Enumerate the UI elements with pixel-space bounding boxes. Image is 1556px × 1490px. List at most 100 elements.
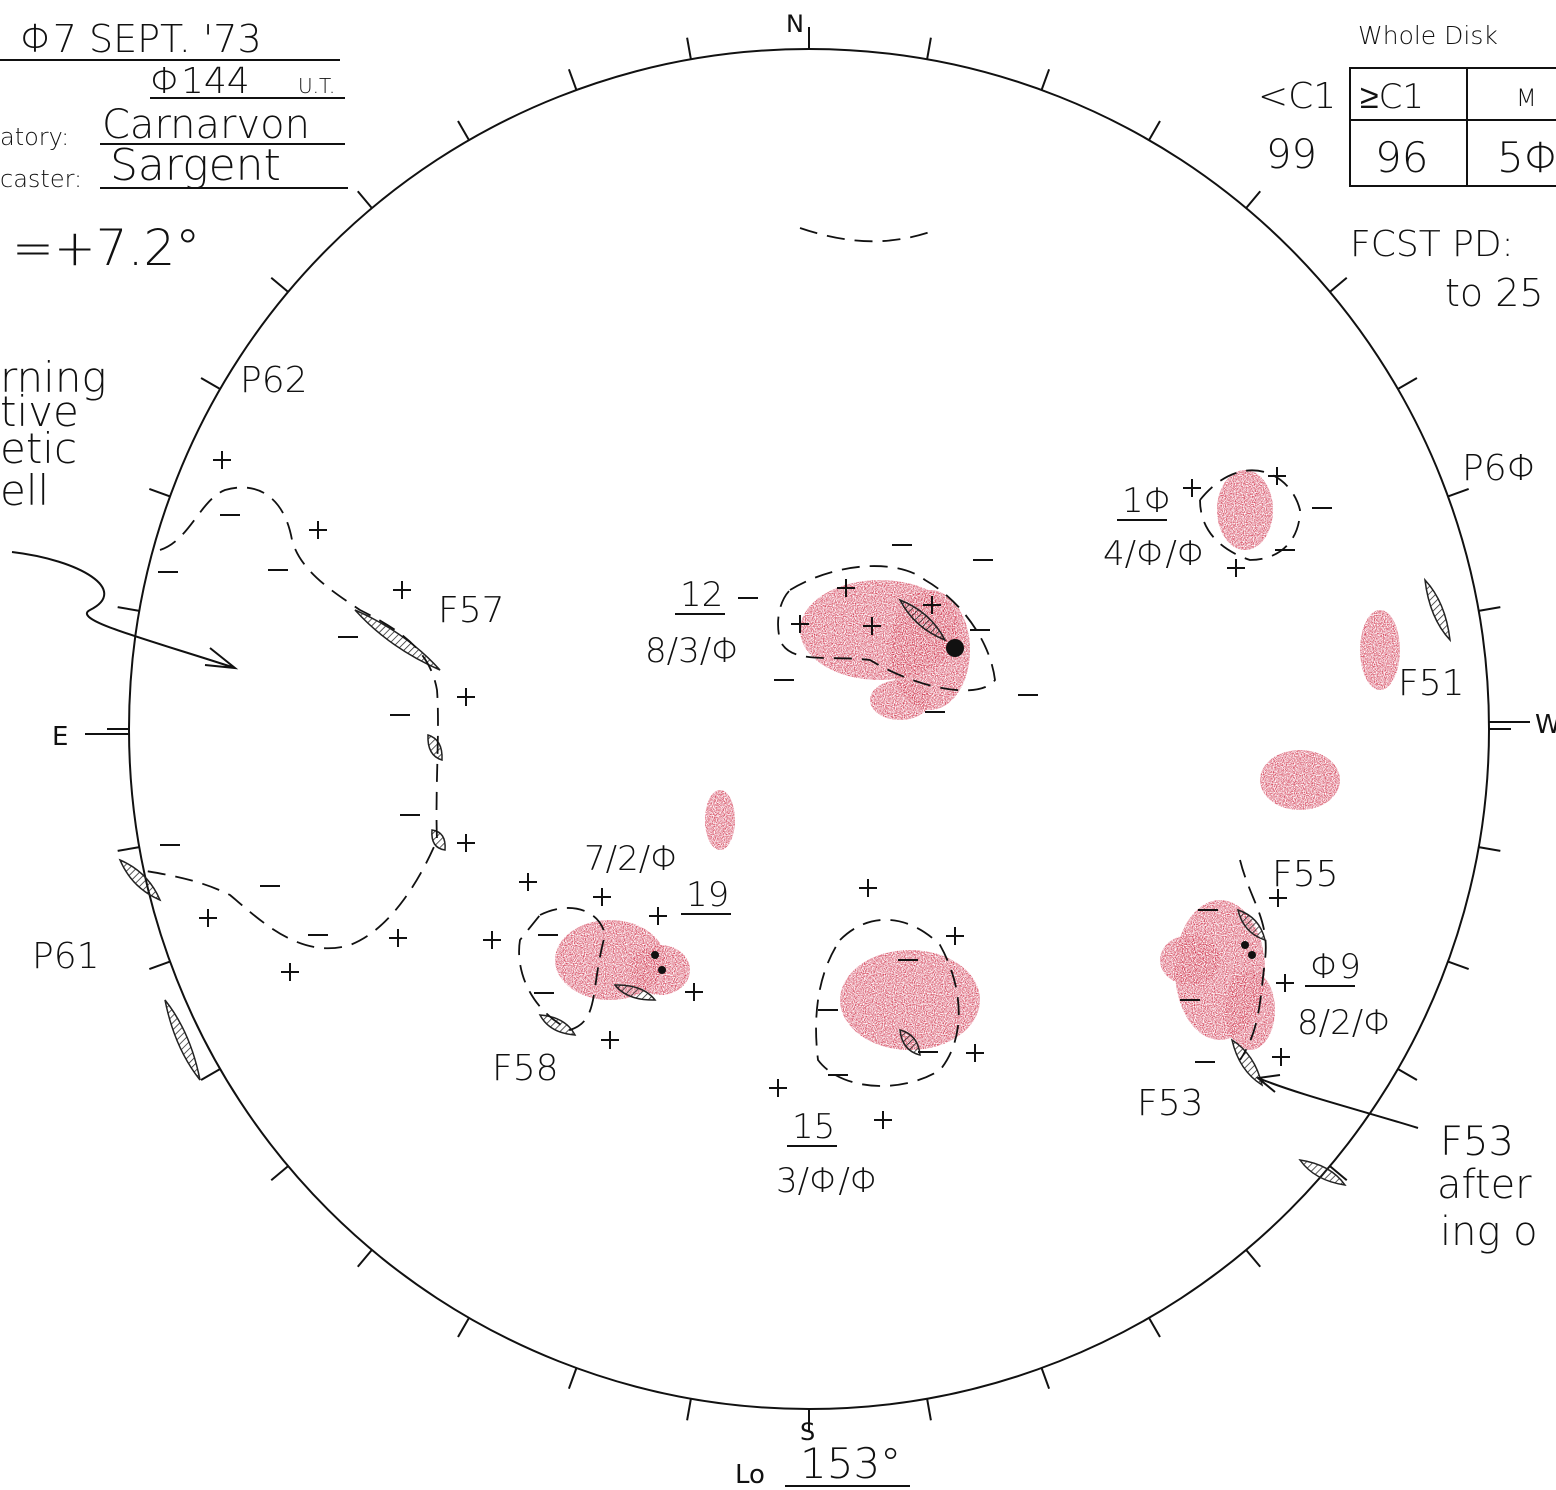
limb-tick (117, 846, 140, 852)
filament-label: F55 (1272, 854, 1339, 895)
table-title: Whole Disk (1358, 21, 1498, 50)
header-cell: M (1516, 84, 1537, 112)
limb-tick (117, 606, 140, 612)
plage-label: P61 (32, 936, 100, 977)
east: E (52, 722, 68, 752)
limb-tick (1447, 960, 1470, 971)
note-line: etic (0, 424, 77, 473)
plus (837, 579, 855, 597)
limb-tick (1245, 1249, 1262, 1268)
north: N (786, 10, 804, 38)
boundaries (139, 227, 1301, 1087)
west: W (1535, 710, 1556, 740)
sunspot (1241, 941, 1249, 949)
plus (519, 873, 537, 891)
annotation-line: F53 (1440, 1119, 1514, 1165)
limb-tick (1040, 1367, 1051, 1390)
plage (870, 680, 930, 720)
limb-tick (1040, 68, 1051, 91)
limb-tick (457, 120, 470, 141)
plus (863, 617, 881, 635)
forecaster: Sargent (110, 140, 281, 191)
limb-tick (1447, 487, 1470, 498)
plus (309, 521, 327, 539)
plus (966, 1044, 984, 1062)
longitude-value: 153° (800, 1439, 901, 1488)
value-cell: 5Φ (1497, 133, 1556, 182)
value-cell: 96 (1375, 133, 1428, 182)
sunspot (1248, 951, 1256, 959)
annotation-line: ing o (1440, 1209, 1538, 1255)
annotation-line: after (1437, 1162, 1532, 1208)
plus (791, 615, 809, 633)
date: Φ7 SEPT. '73 (20, 17, 262, 61)
plage (1360, 610, 1400, 690)
limb-tick (1478, 606, 1501, 612)
limb-tick (686, 1398, 692, 1421)
plus (281, 963, 299, 981)
time: Φ144 (150, 61, 250, 102)
filament (1423, 577, 1452, 643)
header-cell: <C1 (1258, 76, 1336, 117)
limb-tick (148, 960, 171, 971)
plus (649, 907, 667, 925)
limb-tick (1397, 377, 1418, 390)
filament (1298, 1159, 1347, 1186)
sunspot (658, 966, 666, 974)
limb-tick (926, 1398, 932, 1421)
plage (1217, 470, 1273, 550)
compass: N S E W Lo 153° (52, 10, 1556, 1490)
feature-labels: P62 P6Φ P61 F57 F51 F55 F58 F53 12 8/3/Φ 1Φ 4/Φ/Φ 19… (32, 360, 1538, 1255)
plage (1225, 970, 1275, 1050)
limb-tick (356, 190, 373, 209)
plage-regions (555, 470, 1400, 1050)
filament (538, 1014, 577, 1036)
limb-tick (1148, 120, 1161, 141)
limb-tick (356, 1249, 373, 1268)
annotation-arrow (1255, 1074, 1419, 1129)
plus (923, 596, 941, 614)
longitude-label: Lo (735, 1460, 765, 1490)
limb-tick (200, 377, 221, 390)
solar-disk (128, 48, 1490, 1410)
plus (601, 1031, 619, 1049)
plus (1272, 1048, 1290, 1066)
region-counts: 8/3/Φ (645, 631, 740, 671)
observatory: Carnarvon (102, 102, 310, 148)
region-number: 19 (686, 875, 729, 915)
plus (213, 451, 231, 469)
limb-tick (148, 487, 171, 498)
plage (1160, 935, 1220, 985)
filament (118, 858, 162, 902)
forecaster-label: caster: (0, 165, 82, 193)
limb-tick (1329, 1165, 1348, 1182)
region-counts: 4/Φ/Φ (1103, 534, 1206, 574)
filaments (118, 577, 1452, 1186)
header: Φ7 SEPT. '73 Φ144 U.T. atory: Carnarvon … (0, 17, 348, 277)
region-number: 1Φ (1122, 481, 1173, 521)
filament (1230, 1038, 1264, 1087)
value-cell: 99 (1266, 132, 1317, 178)
filament (427, 734, 443, 761)
header-cell: ≥C1 (1360, 77, 1424, 117)
region-counts: 8/2/Φ (1297, 1003, 1392, 1043)
plus (1276, 974, 1294, 992)
limb-tick (1478, 846, 1501, 852)
limb-tick (1148, 1317, 1161, 1338)
limb-tick (1245, 190, 1262, 209)
note-line: tive (0, 387, 79, 436)
plus (1268, 467, 1286, 485)
plage-label: P62 (240, 360, 308, 401)
plage (890, 590, 970, 710)
region-number: Φ9 (1310, 947, 1361, 987)
limb-tick (686, 37, 692, 60)
filament-label: F53 (1137, 1083, 1204, 1124)
plus (859, 879, 877, 897)
forecast-label: FCST PD: (1350, 224, 1514, 265)
b0-angle: =+7.2° (12, 219, 200, 277)
plus (874, 1111, 892, 1129)
limb-tick (270, 1165, 289, 1182)
filament (431, 829, 446, 851)
